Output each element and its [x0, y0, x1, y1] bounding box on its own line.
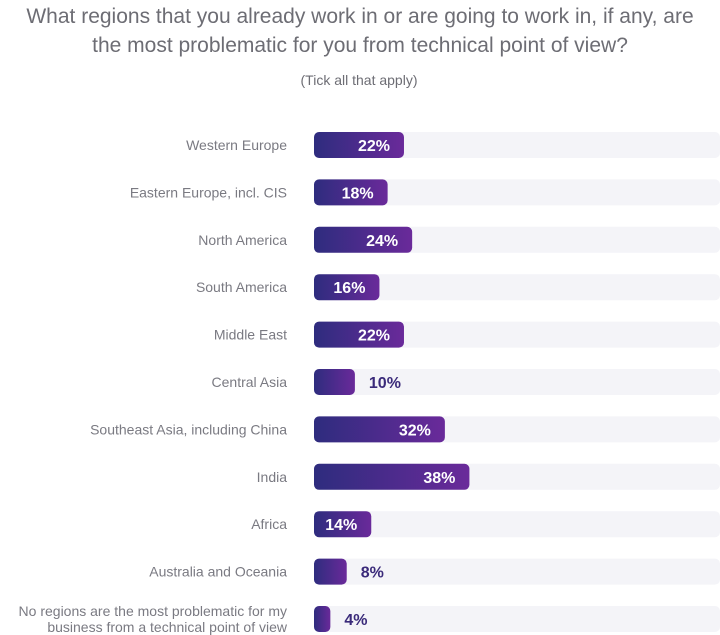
- value-label: 8%: [361, 565, 384, 582]
- category-label: Eastern Europe, incl. CIS: [130, 184, 287, 200]
- bar-row: Middle East 22%: [214, 321, 720, 348]
- value-label: 18%: [342, 185, 374, 202]
- value-label: 38%: [423, 470, 455, 487]
- category-label: South America: [196, 279, 287, 295]
- category-label-line: South America: [196, 279, 287, 295]
- value-label: 10%: [369, 375, 401, 392]
- bar-row: South America 16%: [196, 274, 720, 301]
- category-label-line: Australia and Oceania: [149, 564, 287, 580]
- chart-subtitle: (Tick all that apply): [300, 72, 418, 88]
- value-label: 32%: [399, 422, 431, 439]
- bar-track: [314, 132, 720, 158]
- value-label: 22%: [358, 138, 390, 155]
- value-label: 24%: [366, 233, 398, 250]
- bar-row: Eastern Europe, incl. CIS 18%: [130, 179, 720, 206]
- bar-track: [314, 606, 720, 632]
- bar-row: Southeast Asia, including China 32%: [90, 416, 720, 443]
- category-label: Southeast Asia, including China: [90, 421, 287, 437]
- bar-row: Australia and Oceania 8%: [149, 558, 720, 585]
- value-label: 4%: [344, 612, 367, 629]
- chart-rows: Western Europe 22% Eastern Europe, incl. C…: [19, 132, 720, 635]
- category-label-line: North America: [198, 232, 287, 248]
- chart-title-line-1: What regions that you already work in or…: [26, 5, 694, 28]
- category-label-line: Southeast Asia, including China: [90, 421, 287, 437]
- bar: [314, 226, 413, 253]
- bar-track: [314, 226, 720, 253]
- bar: [314, 132, 404, 158]
- bar: [314, 321, 404, 348]
- category-label: India: [257, 469, 288, 485]
- bar: [314, 511, 372, 538]
- bar: [314, 463, 470, 490]
- category-label: Western Europe: [186, 137, 287, 153]
- category-label: North America: [198, 232, 287, 248]
- bar-row: India 38%: [257, 463, 720, 490]
- bar: [314, 179, 388, 206]
- bar-track: [314, 369, 720, 395]
- bar-track: [314, 179, 720, 206]
- category-label: Middle East: [214, 327, 287, 343]
- bar: [314, 274, 380, 301]
- category-label-line: Middle East: [214, 327, 287, 343]
- category-label: No regions are the most problematic for …: [19, 603, 288, 635]
- bar-row: Africa 14%: [251, 511, 720, 538]
- category-label: Australia and Oceania: [149, 564, 287, 580]
- bar-track: [314, 274, 720, 301]
- category-label-line: Africa: [251, 516, 287, 532]
- category-label: Africa: [251, 516, 287, 532]
- bar: [314, 416, 445, 443]
- chart-title: What regions that you already work in or…: [0, 2, 720, 60]
- value-label: 14%: [325, 517, 357, 534]
- bar-track: [314, 511, 720, 538]
- bar-row: Central Asia 10%: [212, 369, 720, 395]
- category-label-line: No regions are the most problematic for …: [19, 603, 287, 619]
- bar-row: No regions are the most problematic for …: [19, 603, 720, 635]
- bar-row: North America 24%: [198, 226, 720, 253]
- bar-track: [314, 558, 720, 585]
- bar-track: [314, 321, 720, 348]
- chart-title-line-2: the most problematic for you from techni…: [92, 34, 628, 57]
- value-label: 16%: [333, 280, 365, 297]
- category-label-line: Eastern Europe, incl. CIS: [130, 184, 287, 200]
- category-label-line: Western Europe: [186, 137, 287, 153]
- category-label: Central Asia: [212, 374, 288, 390]
- bar-row: Western Europe 22%: [186, 132, 720, 158]
- bar: [314, 558, 347, 585]
- category-label-line: India: [257, 469, 288, 485]
- value-label: 22%: [358, 328, 390, 345]
- bar: [314, 369, 355, 395]
- category-label-line: Central Asia: [212, 374, 288, 390]
- bar: [314, 606, 331, 632]
- category-label-line: business from a technical point of view: [47, 619, 288, 635]
